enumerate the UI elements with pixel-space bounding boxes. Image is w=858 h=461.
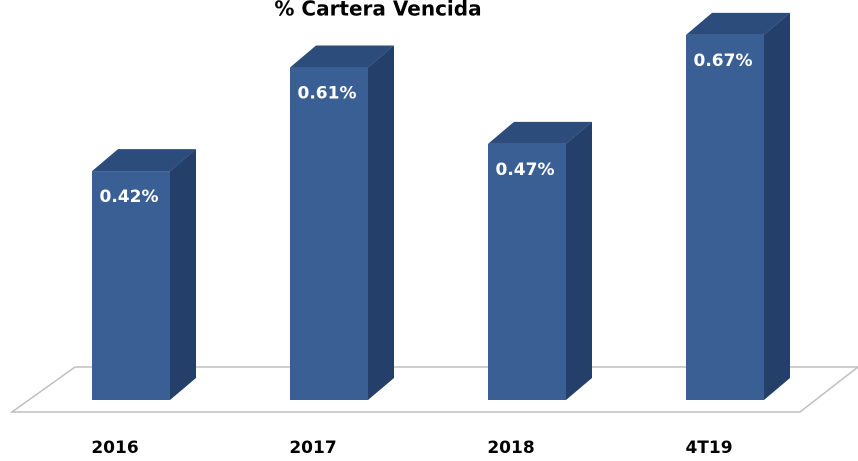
x-tick-label: 2017 [289,438,336,458]
bar [92,171,170,400]
x-tick-label: 2018 [487,438,534,458]
bar-side [566,121,592,400]
bar-top [92,149,196,172]
bar [488,143,566,400]
x-tick-label: 4T19 [685,438,732,458]
bar-side [368,45,394,401]
bar-side [764,12,790,400]
data-label: 0.47% [496,160,555,180]
bar-side [170,149,196,400]
floor [9,366,858,413]
x-tick-label: 2016 [91,438,138,458]
chart-title: % Cartera Vencida [274,0,481,21]
data-label: 0.61% [298,84,357,104]
bar-top [686,12,790,35]
data-label: 0.67% [694,51,753,71]
bar [686,34,764,400]
data-label: 0.42% [100,187,159,207]
bar [290,67,368,401]
bar-top [488,121,592,144]
bar-top [290,45,394,68]
